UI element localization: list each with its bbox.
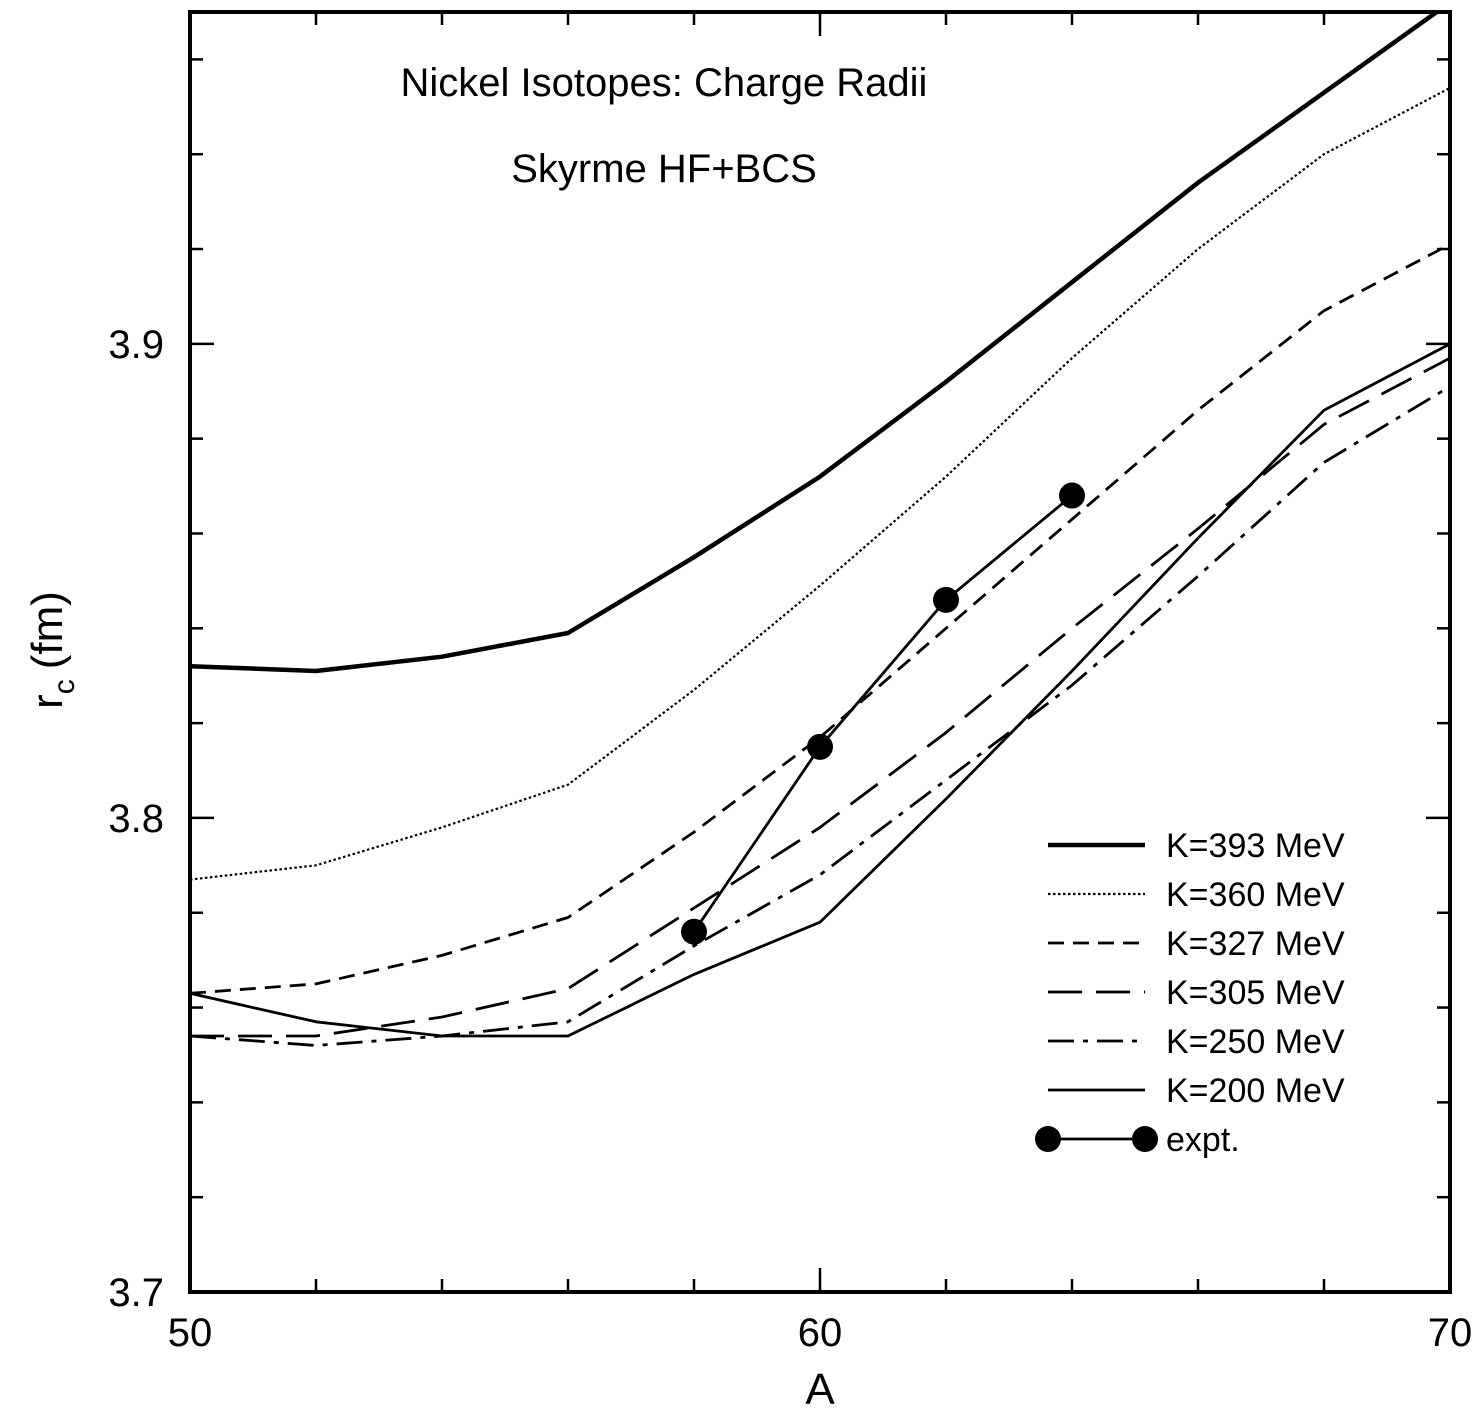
x-tick-label: 60 bbox=[798, 1311, 843, 1355]
series-line-5 bbox=[190, 342, 1450, 1038]
annotations: Nickel Isotopes: Charge Radii Skyrme HF+B… bbox=[401, 61, 928, 191]
y-axis-title-unit: (fm) bbox=[23, 591, 72, 669]
data-point bbox=[681, 918, 707, 945]
data-point bbox=[933, 586, 959, 613]
legend-label: K=305 MeV bbox=[1166, 974, 1345, 1012]
axis-ticks: 50 60 70 3.7 3.8 3.9 bbox=[108, 12, 1472, 1355]
legend-label: K=250 MeV bbox=[1166, 1023, 1345, 1061]
plot-area bbox=[190, 12, 1450, 1047]
series-line-4 bbox=[190, 385, 1450, 1047]
axis-titles: Arc (fm) bbox=[23, 591, 835, 1414]
legend-label: K=200 MeV bbox=[1166, 1072, 1345, 1110]
data-point bbox=[1059, 482, 1085, 509]
series-line-0 bbox=[190, 12, 1441, 674]
annotation-subtitle: Skyrme HF+BCS bbox=[511, 147, 817, 191]
legend-marker bbox=[1132, 1126, 1158, 1152]
legend-label: K=327 MeV bbox=[1166, 925, 1345, 963]
series-line-1 bbox=[190, 86, 1450, 881]
series-line-6 bbox=[692, 494, 1073, 933]
y-axis-title: rc (fm) bbox=[23, 591, 81, 709]
legend: K=393 MeV K=360 MeV K=327 MeV K=305 MeV K=25… bbox=[1035, 827, 1345, 1159]
x-tick-label: 50 bbox=[168, 1311, 213, 1355]
legend-label: K=393 MeV bbox=[1166, 827, 1345, 865]
legend-label: expt. bbox=[1166, 1121, 1240, 1159]
y-axis-title-main: r bbox=[23, 694, 72, 709]
legend-marker bbox=[1035, 1126, 1061, 1152]
x-tick-label: 70 bbox=[1428, 1311, 1473, 1355]
y-axis-title-sub: c bbox=[48, 679, 81, 694]
series-line-2 bbox=[190, 243, 1450, 995]
y-tick-label: 3.9 bbox=[108, 323, 164, 367]
annotation-title: Nickel Isotopes: Charge Radii bbox=[401, 61, 928, 105]
y-tick-label: 3.7 bbox=[108, 1271, 164, 1315]
legend-label: K=360 MeV bbox=[1166, 876, 1345, 914]
x-axis-title: A bbox=[805, 1365, 835, 1414]
y-tick-label: 3.8 bbox=[108, 797, 164, 841]
data-point bbox=[807, 733, 833, 760]
